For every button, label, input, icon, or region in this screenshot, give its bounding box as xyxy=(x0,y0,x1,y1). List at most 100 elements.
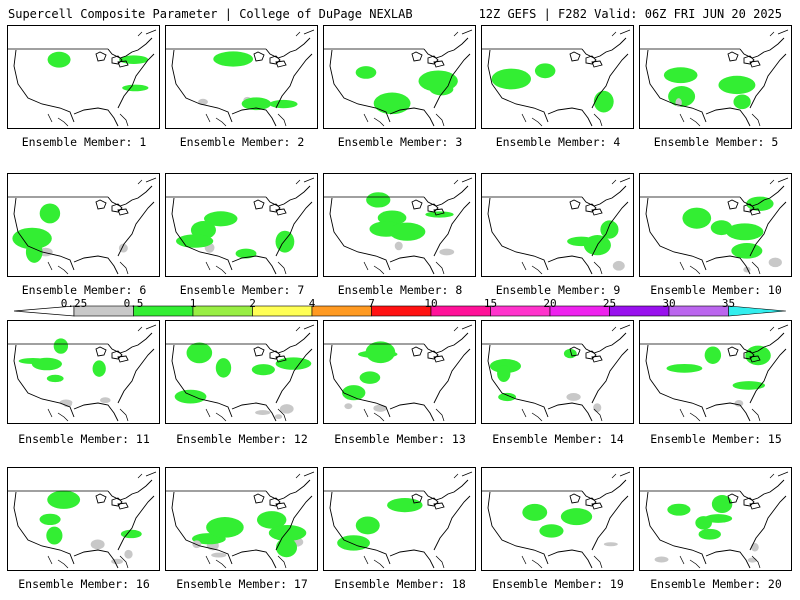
map-panel-member-15[interactable] xyxy=(639,320,792,424)
scp-contour-area xyxy=(53,338,69,354)
scp-contour-area xyxy=(663,67,698,84)
scp-contour-area xyxy=(204,211,238,227)
scp-contour-area xyxy=(497,365,511,383)
colorbar-tick-label: 35 xyxy=(721,297,736,310)
scp-contour-area xyxy=(12,227,52,250)
member-label: Ensemble Member: 16 xyxy=(18,577,150,591)
map-panel-member-19[interactable] xyxy=(481,467,634,571)
us-map-outline xyxy=(482,324,631,422)
scp-contour-area xyxy=(275,357,312,370)
member-label: Ensemble Member: 2 xyxy=(179,135,305,149)
scp-contour-area xyxy=(255,410,271,416)
scp-contour-area xyxy=(275,230,295,253)
us-map-outline xyxy=(640,471,789,569)
scp-contour-area xyxy=(46,374,64,383)
map-panel-member-20[interactable] xyxy=(639,467,792,571)
scp-contour-area xyxy=(654,556,669,563)
us-map-outline xyxy=(166,29,315,127)
scp-contour-area xyxy=(174,389,207,404)
member-label: Ensemble Member: 5 xyxy=(653,135,779,149)
colorbar-tick-label: 30 xyxy=(662,297,676,310)
scp-contour-area xyxy=(90,539,105,550)
us-map-outline xyxy=(166,471,315,569)
us-map-outline xyxy=(8,324,157,422)
scp-contour-area xyxy=(682,207,712,229)
scp-contour-area xyxy=(39,513,61,526)
scp-contour-area xyxy=(344,403,353,410)
scp-contour-area xyxy=(99,397,111,404)
member-label: Ensemble Member: 3 xyxy=(337,135,463,149)
map-panel-member-3[interactable] xyxy=(323,25,476,129)
scp-contour-area xyxy=(373,404,387,412)
us-map-outline xyxy=(8,471,157,569)
map-panel-member-1[interactable] xyxy=(7,25,160,129)
map-panel-member-4[interactable] xyxy=(481,25,634,129)
scp-contour-area xyxy=(186,342,213,364)
us-map-outline xyxy=(8,177,157,275)
map-panel-member-6[interactable] xyxy=(7,173,160,277)
map-panel-member-14[interactable] xyxy=(481,320,634,424)
map-panel-member-13[interactable] xyxy=(323,320,476,424)
scp-contour-area xyxy=(603,542,618,547)
scp-contour-area xyxy=(567,236,596,247)
scp-contour-area xyxy=(46,526,63,545)
member-label: Ensemble Member: 6 xyxy=(21,283,147,297)
scp-contour-area xyxy=(593,403,602,413)
scp-contour-area xyxy=(667,503,691,516)
scp-contour-area xyxy=(25,241,43,263)
map-panel-member-12[interactable] xyxy=(165,320,318,424)
scp-contour-area xyxy=(198,98,208,106)
us-map-outline xyxy=(640,324,789,422)
scp-contour-area xyxy=(560,508,593,526)
colorbar-tick-label: 0.25 xyxy=(60,297,88,310)
scp-contour-area xyxy=(704,514,733,523)
scp-contour-area xyxy=(566,393,581,401)
scp-contour-area xyxy=(373,92,411,115)
scp-contour-area xyxy=(387,498,423,513)
scp-contour-area xyxy=(612,260,625,271)
map-panel-member-18[interactable] xyxy=(323,467,476,571)
scp-contour-area xyxy=(747,557,757,563)
map-panel-member-7[interactable] xyxy=(165,173,318,277)
colorbar-segment xyxy=(430,305,491,317)
scp-contour-area xyxy=(698,528,721,540)
scp-contour-area xyxy=(498,392,517,402)
scp-contour-area xyxy=(359,371,381,384)
scp-contour-area xyxy=(600,220,619,239)
member-label: Ensemble Member: 7 xyxy=(179,283,305,297)
member-label: Ensemble Member: 1 xyxy=(21,135,147,149)
map-panel-member-11[interactable] xyxy=(7,320,160,424)
colorbar-tick-label: 0.5 xyxy=(123,297,144,310)
scp-contour-area xyxy=(750,542,759,552)
scp-contour-area xyxy=(668,86,696,107)
colorbar-segment xyxy=(609,305,670,317)
colorbar-segment xyxy=(371,305,432,317)
colorbar-segment xyxy=(490,305,551,317)
us-map-outline xyxy=(640,29,789,127)
scp-contour-area xyxy=(122,84,149,92)
map-panel-member-16[interactable] xyxy=(7,467,160,571)
scp-contour-area xyxy=(439,248,455,256)
map-panel-member-8[interactable] xyxy=(323,173,476,277)
scp-contour-area xyxy=(718,75,756,95)
map-panel-member-17[interactable] xyxy=(165,467,318,571)
member-label: Ensemble Member: 8 xyxy=(337,283,463,297)
map-panel-member-2[interactable] xyxy=(165,25,318,129)
map-panel-member-5[interactable] xyxy=(639,25,792,129)
us-map-outline xyxy=(324,177,473,275)
color-scale-legend xyxy=(14,305,786,317)
map-panel-member-9[interactable] xyxy=(481,173,634,277)
scp-contour-area xyxy=(734,399,744,407)
scp-contour-area xyxy=(279,404,294,414)
scp-contour-area xyxy=(47,51,71,68)
scp-contour-area xyxy=(235,248,257,259)
us-map-outline xyxy=(324,471,473,569)
us-map-outline xyxy=(482,471,631,569)
member-label: Ensemble Member: 17 xyxy=(176,577,308,591)
member-label: Ensemble Member: 18 xyxy=(334,577,466,591)
us-map-outline xyxy=(166,324,315,422)
scp-contour-area xyxy=(241,97,272,111)
map-panel-member-10[interactable] xyxy=(639,173,792,277)
us-map-outline xyxy=(324,29,473,127)
scp-contour-area xyxy=(732,381,766,390)
